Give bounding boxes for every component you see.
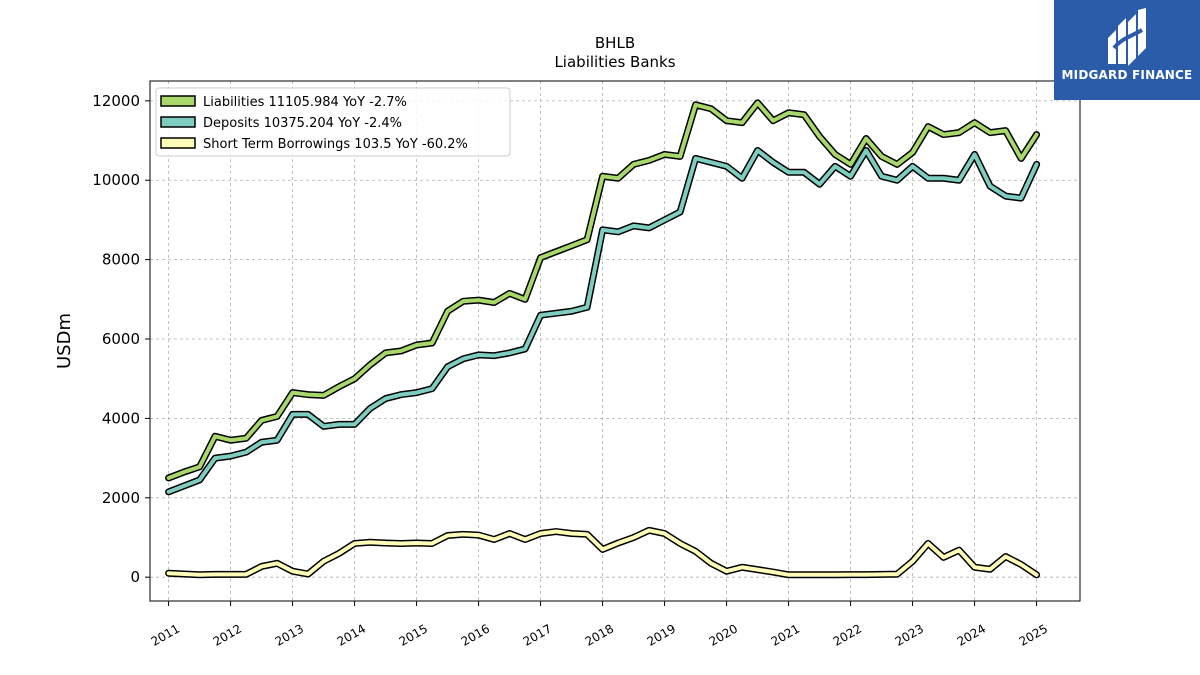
x-tick-label: 2021: [769, 621, 802, 648]
legend-swatch-2: [160, 137, 196, 149]
legend-label-1: Deposits 10375.204 YoY -2.4%: [203, 116, 402, 131]
x-tick-label: 2019: [645, 621, 678, 648]
legend-box: [155, 87, 511, 157]
series-line-2: [166, 528, 1039, 577]
legend-swatch-0: [160, 95, 196, 107]
y-tick-label: 8000: [102, 251, 140, 269]
legend-label-2: Short Term Borrowings 103.5 YoY -60.2%: [203, 137, 468, 152]
x-tick-label: 2013: [273, 621, 306, 648]
y-tick-label: 6000: [102, 330, 140, 348]
y-tick-label: 2000: [102, 489, 140, 507]
series-line-0: [166, 100, 1039, 480]
x-tick-label: 2023: [893, 621, 926, 648]
x-tick-label: 2015: [397, 621, 430, 648]
chart-title: BHLB: [595, 34, 635, 52]
x-tick-label: 2012: [211, 621, 244, 648]
brand-logo: MIDGARD FINANCE: [1054, 0, 1200, 100]
x-tick-label: 2016: [459, 621, 492, 648]
x-tick-label: 2018: [583, 621, 616, 648]
brand-mark-icon: [1108, 8, 1146, 66]
legend-label-0: Liabilities 11105.984 YoY -2.7%: [203, 95, 407, 110]
legend-swatch-1: [160, 116, 196, 128]
y-tick-label: 10000: [92, 171, 140, 189]
x-tick-label: 2020: [707, 621, 740, 648]
y-tick-label: 12000: [92, 92, 140, 110]
chart-subtitle: Liabilities Banks: [554, 53, 675, 71]
x-tick-label: 2024: [955, 621, 988, 648]
y-tick-label: 4000: [102, 409, 140, 427]
brand-name: MIDGARD FINANCE: [1061, 68, 1193, 82]
x-tick-label: 2022: [831, 621, 864, 648]
x-tick-label: 2011: [149, 621, 182, 648]
x-tick-label: 2025: [1017, 621, 1050, 648]
plot-frame: [149, 80, 1081, 602]
y-axis-label: USDm: [54, 313, 75, 369]
y-tick-label: 0: [130, 568, 140, 586]
x-tick-label: 2014: [335, 621, 368, 648]
series-line-1: [166, 148, 1039, 494]
x-tick-label: 2017: [521, 621, 554, 648]
